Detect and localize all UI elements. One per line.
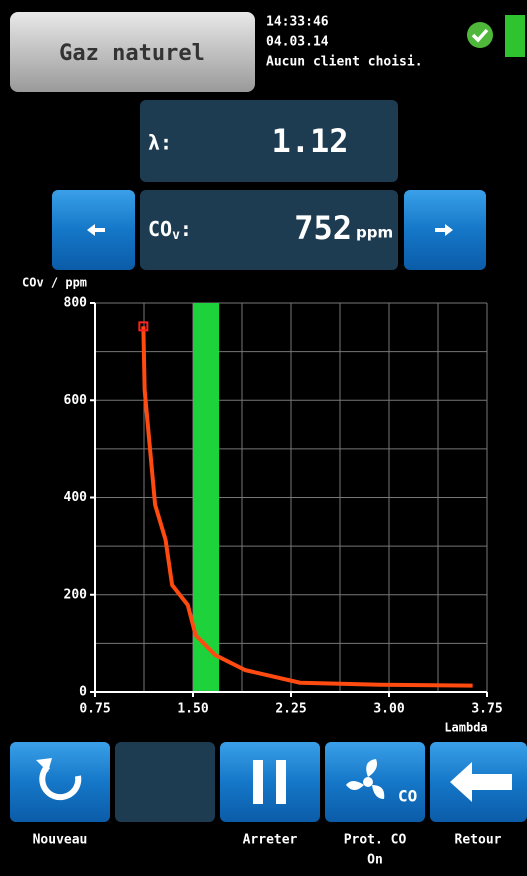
x-axis-label: Lambda [444,721,487,735]
y-tick-label: 200 [64,587,88,602]
prot-state: On [367,853,383,868]
fan-icon [346,759,385,799]
button-label: Retour [455,833,502,848]
mode-label: Gaz naturel [59,41,205,66]
new-icon [39,763,82,801]
y-axis-label: COv / ppm [22,276,87,290]
plot: 0 200 400 600 800 0.75 1.50 2.25 3.00 3.75 [64,296,503,717]
ok-icon [467,22,493,48]
back-arrow [450,762,512,802]
optimum-band [193,303,220,692]
co-value: 752 [294,209,352,247]
empty-button [115,742,215,822]
date: 04.03.14 [266,35,329,50]
prev-arrow [87,224,105,236]
battery [505,15,525,57]
x-tick-label: 3.75 [471,702,502,717]
client: Aucun client choisi. [266,55,423,70]
co-unit: ppm [356,224,393,242]
y-tick-label: 0 [79,685,87,700]
stop-button[interactable] [220,742,320,822]
mode-button[interactable] [10,12,255,92]
x-tick-label: 3.00 [373,702,404,717]
time: 14:33:46 [266,15,329,30]
new-icon-head [36,758,52,772]
button-label: Arreter [243,833,298,848]
current-point [138,321,149,332]
ok-check [471,28,489,43]
next-arrow [435,224,453,236]
prot-button[interactable] [325,742,425,822]
y-tick-label: 400 [64,490,88,505]
pause-bar [276,760,286,804]
data-line [141,326,473,688]
y-tick-label: 600 [64,393,88,408]
lambda-value: 1.12 [271,122,348,160]
lambda-box [140,100,398,182]
x-tick-label: 1.50 [177,702,208,717]
x-tick-label: 0.75 [79,702,110,717]
pause-bar [253,760,263,804]
new-button[interactable] [10,742,110,822]
co-label: COv: [148,217,192,243]
co-icon-text: CO [398,787,417,806]
button-label: Nouveau [33,833,88,848]
co-box [140,190,398,270]
button-label: Prot. CO [344,833,407,848]
lambda-label: λ: [148,131,172,155]
y-tick-label: 800 [64,296,88,311]
x-tick-label: 2.25 [275,702,306,717]
